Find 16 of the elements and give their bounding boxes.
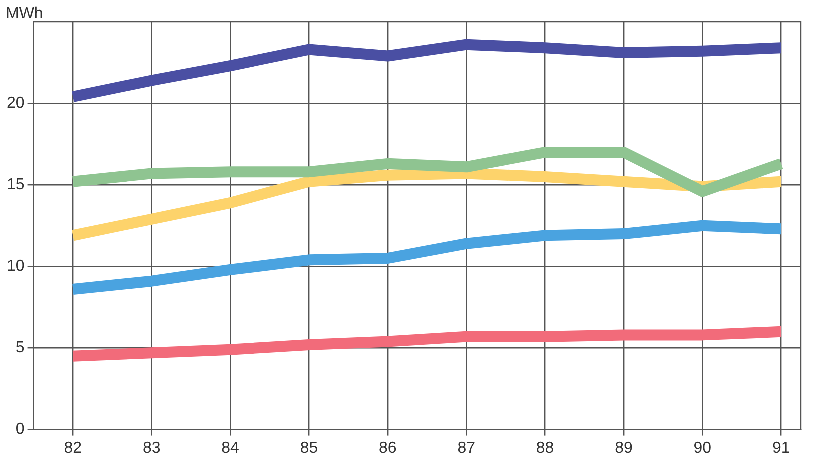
y-tick-label: 15	[7, 176, 25, 194]
x-tick-label: 87	[458, 440, 476, 457]
x-tick-label: 84	[222, 440, 240, 457]
y-tick-label: 5	[16, 340, 25, 357]
x-tick-label: 83	[142, 440, 161, 457]
x-tick-label: 86	[378, 440, 397, 457]
x-tick-label: 91	[772, 440, 790, 457]
x-tick-label: 88	[536, 440, 554, 457]
x-tick-label: 82	[64, 440, 82, 457]
y-tick-label: 0	[16, 421, 25, 438]
x-tick-label: 85	[300, 440, 318, 457]
x-tick-label: 89	[615, 440, 633, 457]
y-axis-title: MWh	[6, 5, 44, 22]
x-tick-label: 90	[694, 440, 712, 457]
y-tick-label: 20	[7, 94, 25, 112]
y-tick-label: 10	[7, 258, 25, 276]
